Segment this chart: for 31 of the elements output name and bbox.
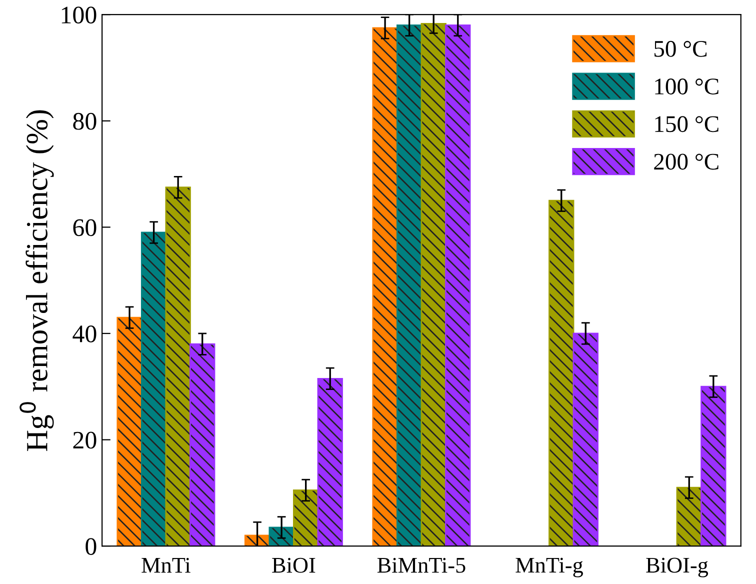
bar xyxy=(317,378,343,546)
y-tick-label: 20 xyxy=(73,432,96,449)
bar xyxy=(116,316,142,546)
bar xyxy=(372,27,398,546)
y-tick-label: 60 xyxy=(73,219,96,236)
x-tick-label: MnTi xyxy=(142,558,190,573)
legend-label: 200 °C xyxy=(654,154,718,170)
legend-label: 150 °C xyxy=(655,116,718,132)
y-tick-label: 40 xyxy=(72,326,96,342)
x-tick-label: BiMnTi-5 xyxy=(377,558,466,573)
bar xyxy=(700,386,726,546)
bar xyxy=(165,186,191,546)
x-tick-label: BiOI-g xyxy=(646,558,708,578)
bar xyxy=(676,486,702,546)
legend-label: 100 °C xyxy=(655,78,718,94)
bar xyxy=(572,332,598,546)
y-tick-label: 100 xyxy=(62,6,96,24)
y-axis-title: Hg$^{0}$ removal efficiency (%) xyxy=(20,110,54,452)
bar xyxy=(548,200,574,546)
bar xyxy=(140,232,167,546)
legend-label: 50 °C xyxy=(654,40,707,57)
bar xyxy=(268,526,294,546)
bar xyxy=(190,343,216,546)
bar xyxy=(445,24,471,546)
y-tick-label: 0 xyxy=(86,538,96,555)
bar xyxy=(420,22,446,546)
y-tick-label: 80 xyxy=(73,112,96,130)
x-tick-label: MnTi-g xyxy=(516,558,583,578)
bar xyxy=(396,24,422,546)
x-tick-label: BiOI xyxy=(272,558,316,573)
bar xyxy=(293,490,319,546)
